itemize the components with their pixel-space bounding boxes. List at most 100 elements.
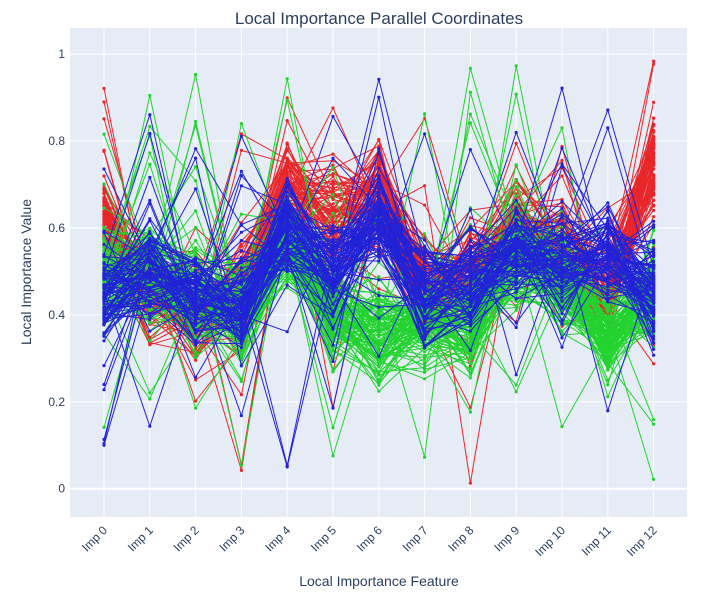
data-point-class-blue [377,77,381,81]
data-point-class-blue [102,331,106,335]
data-point-class-blue [514,250,518,254]
data-point-class-green [377,360,381,364]
data-point-class-blue [606,108,610,112]
data-point-class-blue [560,267,564,271]
data-point-class-green [377,334,381,338]
data-point-class-blue [285,269,289,274]
data-point-class-red [239,468,243,472]
data-point-class-blue [331,359,335,364]
data-point-class-blue [377,252,381,256]
x-tick-label: Imp 11 [579,523,614,558]
data-point-class-green [148,93,152,98]
data-point-class-green [194,226,198,230]
data-point-class-blue [423,330,427,334]
data-point-class-blue [377,183,381,187]
data-point-class-green [331,330,335,334]
data-point-class-blue [652,297,656,301]
data-point-class-blue [468,329,472,333]
data-point-class-green [102,236,106,240]
data-point-class-green [377,343,381,347]
data-point-class-green [194,250,198,254]
data-point-class-red [652,122,656,126]
data-point-class-blue [239,134,243,138]
data-point-class-blue [560,212,564,216]
data-point-class-blue [652,219,656,223]
data-point-class-blue [285,251,289,255]
data-point-class-blue [331,288,335,292]
data-point-class-red [285,119,289,123]
data-point-class-green [606,306,610,310]
data-point-class-green [194,72,198,77]
data-point-class-blue [285,267,289,271]
data-point-class-green [423,232,427,236]
data-point-class-red [331,187,335,191]
data-point-class-blue [285,177,289,181]
data-point-class-green [148,339,152,343]
data-point-class-blue [377,151,381,155]
data-point-class-green [514,308,518,312]
data-point-class-green [560,425,564,429]
data-point-class-green [377,389,381,393]
data-point-class-blue [194,294,198,298]
data-point-class-red [194,399,198,403]
data-point-class-blue [102,255,106,259]
data-point-class-blue [606,227,610,231]
data-point-class-green [377,275,381,279]
data-point-class-blue [423,310,427,314]
data-point-class-green [606,367,610,371]
data-point-class-blue [377,316,381,320]
data-point-class-green [606,378,610,382]
data-point-class-blue [239,327,243,331]
data-point-class-blue [377,147,381,151]
data-point-class-blue [148,312,152,316]
data-point-class-blue [285,247,289,251]
data-point-class-blue [331,245,335,249]
data-point-class-blue [652,239,656,244]
y-tick-label: 0.4 [48,308,65,322]
data-point-class-blue [468,293,472,297]
data-point-class-blue [514,325,518,330]
data-point-class-green [285,77,289,81]
data-point-class-blue [606,299,610,303]
data-point-class-green [606,353,610,357]
data-point-class-blue [652,324,656,329]
data-point-class-blue [377,217,381,221]
data-point-class-blue [285,233,289,237]
x-tick-label: Imp 1 [125,523,156,554]
data-point-class-red [239,244,243,248]
data-point-class-green [377,297,381,301]
data-point-class-red [377,144,381,148]
data-point-class-green [148,234,152,238]
data-point-class-blue [514,130,518,135]
data-point-class-blue [560,146,564,150]
data-point-class-blue [194,297,198,301]
data-point-class-green [285,98,289,102]
y-tick-label: 1 [58,47,65,61]
data-point-class-blue [606,288,610,292]
data-point-class-green [468,367,472,371]
data-point-class-green [194,179,198,183]
data-point-class-green [514,194,518,198]
data-point-class-green [606,361,610,365]
data-point-class-blue [285,211,289,215]
data-point-class-green [148,321,152,325]
data-point-class-green [468,353,472,357]
data-point-class-green [331,211,335,215]
data-point-class-red [423,184,427,188]
data-point-class-blue [285,207,289,211]
data-point-class-blue [194,287,198,291]
x-tick-label: Imp 7 [400,523,431,554]
data-point-class-green [331,304,335,309]
data-point-class-blue [194,302,198,306]
data-point-class-blue [331,232,335,236]
data-point-class-blue [652,334,656,338]
data-point-class-blue [468,300,472,304]
data-point-class-blue [560,289,564,293]
data-point-class-red [331,152,335,156]
data-point-class-green [377,350,381,354]
data-point-class-blue [468,348,472,352]
data-point-class-red [102,186,106,190]
data-point-class-red [331,163,335,167]
data-point-class-blue [560,311,564,316]
data-point-class-blue [468,228,472,232]
